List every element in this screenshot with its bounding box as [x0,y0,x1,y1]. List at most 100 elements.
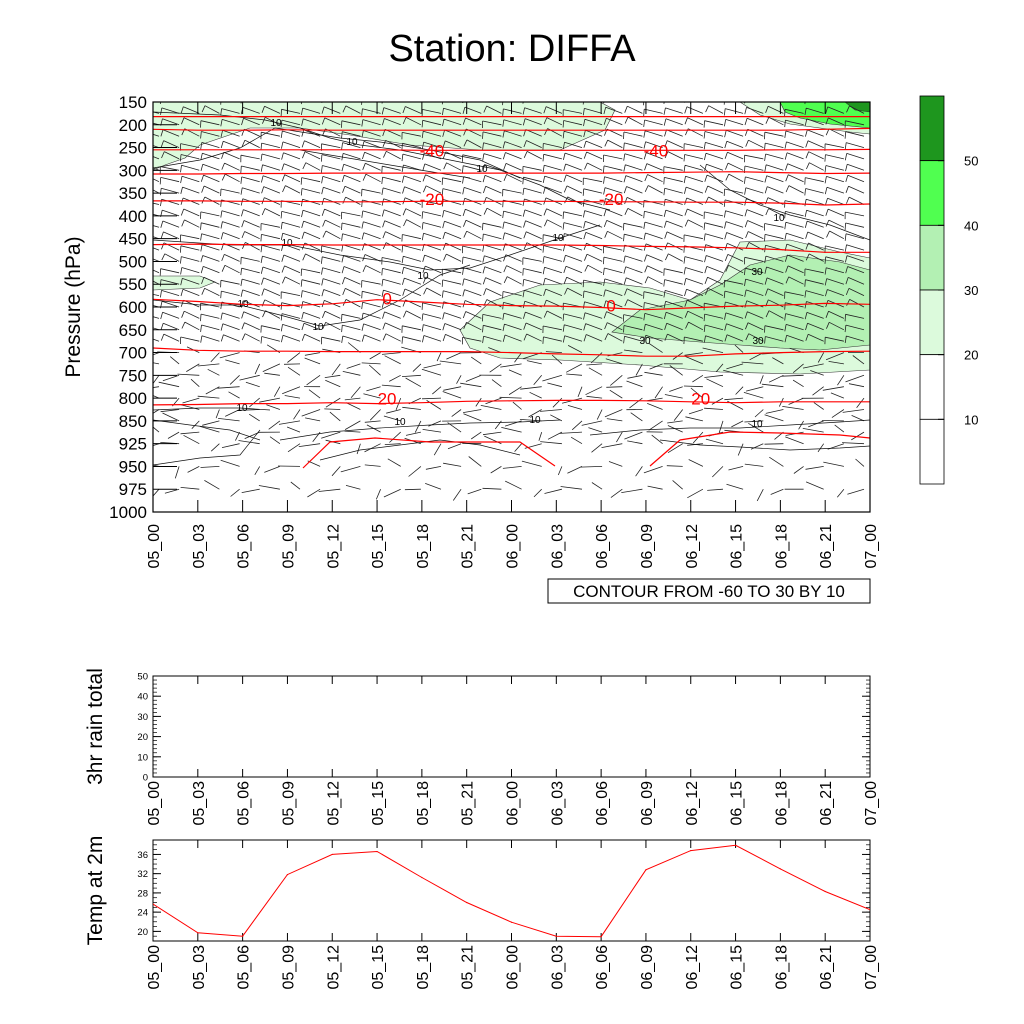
time-tick-label: 05_12 [325,524,342,569]
contour-note-box: CONTOUR FROM -60 TO 30 BY 10 [547,578,871,604]
pressure-tick-label: 1000 [109,503,147,522]
isotherms [153,116,870,469]
wind-contour-line [153,127,521,179]
pressure-tick-label: 150 [119,93,147,112]
isotherm--50 [153,127,870,131]
isotherm-20 [153,399,870,406]
pressure-tick-label: 925 [119,435,147,454]
time-tick-label: 05_15 [370,781,387,826]
time-tick-label: 06_21 [818,781,835,826]
temp-point [645,869,647,871]
section-ylabel: Pressure (hPa) [62,236,85,377]
wind-contour-line [279,419,561,441]
isotherm-label: -20 [599,190,624,209]
wind-contour-label: 10 [394,417,406,428]
isotherm-label: 20 [691,390,710,409]
wind-shade-20-left [153,275,216,291]
y-tick-label: 40 [137,692,148,703]
isotherm-label: -40 [420,141,445,160]
time-tick-label: 05_09 [280,945,297,990]
time-tick-label: 06_12 [684,524,701,569]
contour-note-text: CONTOUR FROM -60 TO 30 BY 10 [573,582,845,601]
time-tick-label: 06_09 [639,781,656,826]
y-tick-label: 20 [137,732,148,743]
wind-contour-label: 10 [552,233,564,244]
temp-point [331,853,333,856]
contour-note-frame [547,578,871,604]
wind-contour-line [699,164,870,241]
rain-3hr-frame [152,675,871,778]
wind-contour-line [319,439,521,461]
time-tick-label: 07_00 [863,945,880,990]
pressure-tick-label: 750 [119,366,147,385]
time-tick-label: 06_00 [505,781,522,826]
pressure-tick-label: 800 [119,389,147,408]
wind-contour-label: 10 [751,419,763,430]
y-tick-label: 32 [137,869,148,880]
pressure-tick-label: 200 [119,116,147,135]
colorbar-swatch [919,289,945,356]
wind-contour-label: 10 [346,137,358,148]
wind-contour-line [153,407,271,411]
rain-3hr-ylabel: 3hr rain total [84,668,107,785]
y-tick-label: 24 [137,908,148,919]
colorbar-label: 30 [964,283,978,298]
wind-contour-line [153,264,471,327]
pressure-tick-label: 550 [119,275,147,294]
isotherm--20 [153,200,870,206]
time-tick-label: 05_21 [460,781,477,826]
temp-2m-series [153,844,870,938]
wind-contour-label: 10 [281,238,293,249]
temp-panel: 20 24 28 32 36 05_00 05_03 05_06 05_09 05_12 05_15… [84,836,880,990]
colorbar-swatch [919,418,945,485]
isotherm-label: 0 [382,289,391,308]
time-tick-label: 05_09 [280,524,297,569]
time-tick-label: 05_21 [460,524,477,569]
time-tick-label: 05_12 [325,945,342,990]
time-tick-label: 05_18 [415,781,432,826]
isotherm-surface-left [302,437,556,469]
pressure-tick-label: 850 [119,412,147,431]
time-tick-label: 06_15 [729,524,746,569]
section-axes: 1502002503003504004505005506006507007508… [62,93,880,569]
time-tick-label: 05_09 [280,781,297,826]
pressure-tick-label: 350 [119,184,147,203]
time-tick-label: 06_06 [594,524,611,569]
time-tick-label: 06_18 [773,524,790,569]
temp-2m-frame [152,839,871,942]
wind-contour-label: 10 [476,164,488,175]
colorbar-swatch [919,354,945,420]
isotherm-label: 0 [606,296,615,315]
wind-contour-line [153,429,261,466]
time-tick-label: 05_21 [460,945,477,990]
isotherm-label: -20 [420,190,445,209]
time-tick-label: 05_00 [146,945,163,990]
time-tick-label: 05_06 [236,945,253,990]
wind-contour-line [153,224,601,271]
time-tick-label: 06_15 [729,781,746,826]
time-tick-label: 06_12 [684,945,701,990]
temp-point [376,850,378,853]
colorbar-label: 50 [964,154,978,169]
time-tick-label: 05_15 [370,524,387,569]
isotherm-surface-right [649,431,870,467]
wind-contour-label: 10 [773,213,785,224]
time-tick-label: 06_03 [549,524,566,569]
wind-speed-shading [153,102,870,375]
wind-contour-label: 30 [751,267,763,278]
time-tick-label: 07_00 [863,524,880,569]
temp-point [869,909,870,911]
time-tick-label: 06_09 [639,945,656,990]
isotherm-label: 20 [378,390,397,409]
time-tick-label: 05_00 [146,781,163,826]
wind-shade-30-mid [611,254,870,351]
wind-contour-line [153,419,261,441]
temp-point [555,935,557,937]
isotherm-labels: -40 -40 -20 -20 0 0 20 20 [378,141,711,408]
rain-panel: 0 10 20 30 40 50 05_00 05_03 05_06 05_09 05_12 05_1… [84,668,880,825]
pressure-tick-label: 950 [119,457,147,476]
wind-contour-label: 10 [417,271,429,282]
colorbar-swatch [919,160,945,226]
pressure-tick-label: 250 [119,139,147,158]
time-tick-label: 05_06 [236,524,253,569]
